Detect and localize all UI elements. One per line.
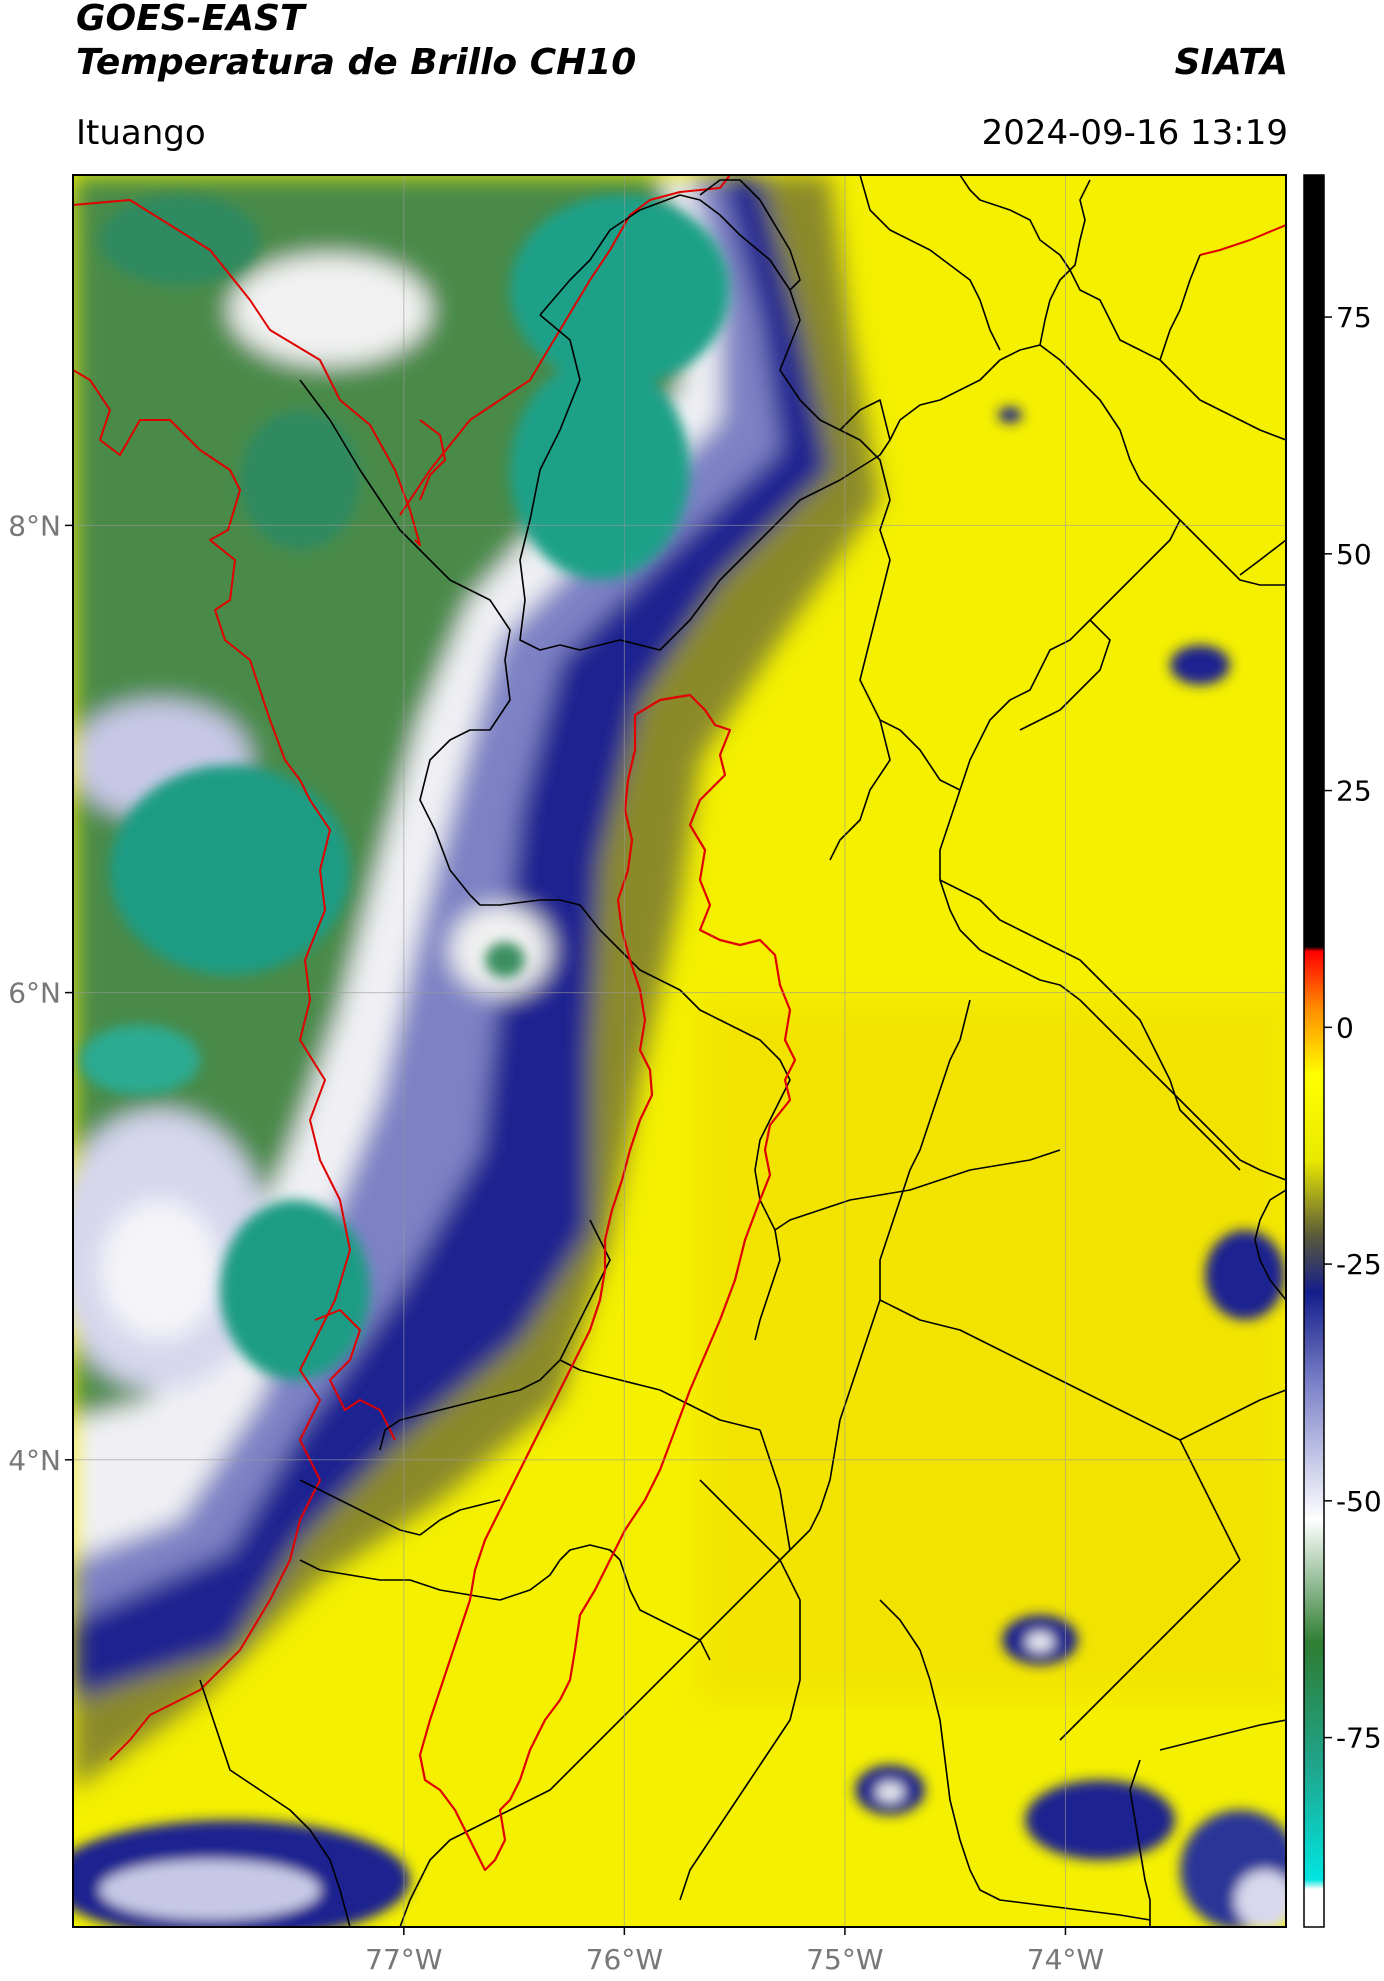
colorbar-label: 0 (1336, 1011, 1354, 1044)
product-title: Temperatura de Brillo CH10 (76, 42, 637, 83)
datetime-label: 2024-09-16 13:19 (981, 113, 1288, 153)
lat-label: 6°N (8, 977, 61, 1010)
longitude-labels: 77°W 76°W 75°W 74°W (365, 1927, 1104, 1976)
brightness-temperature-field (73, 175, 1286, 1927)
colorbar-label: -50 (1336, 1485, 1382, 1518)
location-label: Ituango (76, 113, 206, 153)
graticule (73, 175, 1286, 1927)
colorbar-gradient (1304, 175, 1324, 1927)
lat-label: 8°N (8, 509, 61, 542)
highlight-region-border (418, 693, 797, 1872)
lon-label: 77°W (365, 1943, 442, 1976)
colorbar-frame (1303, 174, 1325, 1928)
colorbar-ticks: 75 50 25 0 -25 -50 -75 (1324, 301, 1382, 1755)
country-borders (73, 175, 1286, 1761)
lon-label: 76°W (586, 1943, 663, 1976)
map-frame (72, 174, 1287, 1928)
lon-label: 74°W (1027, 1943, 1104, 1976)
satellite-title: GOES-EAST (76, 0, 305, 39)
colorbar: 75 50 25 0 -25 -50 -75 (1303, 174, 1382, 1928)
colorbar-label: 25 (1336, 775, 1372, 808)
department-borders (199, 175, 1286, 1927)
lon-label: 75°W (806, 1943, 883, 1976)
organization-label: SIATA (1174, 42, 1288, 83)
colorbar-label: -25 (1336, 1248, 1382, 1281)
latitude-labels: 8°N 6°N 4°N (8, 509, 73, 1477)
colorbar-label: 75 (1336, 301, 1372, 334)
colorbar-label: 50 (1336, 538, 1372, 571)
lat-label: 4°N (8, 1444, 61, 1477)
colorbar-label: -75 (1336, 1722, 1382, 1755)
